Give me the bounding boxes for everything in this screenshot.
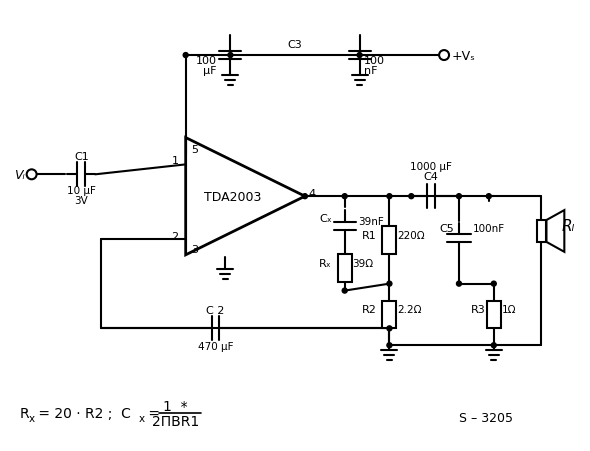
Circle shape <box>228 54 233 59</box>
Text: C3: C3 <box>288 40 302 50</box>
Text: Rₗ: Rₗ <box>561 219 575 234</box>
Text: μF: μF <box>203 66 217 76</box>
Text: 2.2Ω: 2.2Ω <box>398 305 422 315</box>
Text: Vᵢ: Vᵢ <box>14 168 25 181</box>
Circle shape <box>457 194 461 199</box>
Text: 100: 100 <box>363 56 385 66</box>
Circle shape <box>409 194 414 199</box>
Text: 2: 2 <box>172 231 179 241</box>
Text: x: x <box>139 413 145 423</box>
Circle shape <box>387 326 392 331</box>
Text: 4: 4 <box>309 189 316 199</box>
Text: = 20 · R2: = 20 · R2 <box>34 406 103 420</box>
Bar <box>337 254 352 282</box>
Text: 5: 5 <box>192 145 199 155</box>
Bar <box>382 301 396 329</box>
Circle shape <box>303 194 307 199</box>
Text: 100nF: 100nF <box>473 224 505 234</box>
Circle shape <box>486 194 491 199</box>
Text: 220Ω: 220Ω <box>398 230 425 240</box>
Text: C4: C4 <box>424 172 438 182</box>
Text: 2ΠBR1: 2ΠBR1 <box>152 414 199 428</box>
Text: C1: C1 <box>74 152 88 162</box>
Text: C5: C5 <box>440 224 454 234</box>
Circle shape <box>491 343 496 348</box>
Bar <box>536 221 546 242</box>
Bar <box>382 226 396 254</box>
Text: 39Ω: 39Ω <box>353 258 374 268</box>
Text: ;  C: ; C <box>99 406 131 420</box>
Text: C 2: C 2 <box>206 306 225 316</box>
Bar <box>487 301 501 329</box>
Text: 1  *: 1 * <box>163 399 188 413</box>
Circle shape <box>342 289 347 294</box>
Text: 3V: 3V <box>74 196 88 206</box>
Text: Cₓ: Cₓ <box>319 214 332 224</box>
Text: R: R <box>19 406 30 420</box>
Text: 1: 1 <box>172 156 179 166</box>
Circle shape <box>183 54 188 59</box>
Circle shape <box>457 281 461 286</box>
Text: 100: 100 <box>195 56 217 66</box>
Circle shape <box>387 343 392 348</box>
Text: x: x <box>29 413 35 423</box>
Text: nF: nF <box>363 66 377 76</box>
Text: R3: R3 <box>471 305 486 315</box>
Circle shape <box>342 194 347 199</box>
Text: 1000 μF: 1000 μF <box>410 162 452 172</box>
Circle shape <box>387 194 392 199</box>
Text: +Vₛ: +Vₛ <box>452 50 476 62</box>
Text: S – 3205: S – 3205 <box>459 411 513 424</box>
Circle shape <box>387 281 392 286</box>
Text: 1Ω: 1Ω <box>502 305 516 315</box>
Text: R2: R2 <box>362 305 376 315</box>
Text: 10 μF: 10 μF <box>67 186 96 196</box>
Text: Rₓ: Rₓ <box>319 258 332 268</box>
Circle shape <box>491 281 496 286</box>
Text: 470 μF: 470 μF <box>198 341 233 351</box>
Text: =: = <box>144 406 164 420</box>
Text: TDA2003: TDA2003 <box>204 190 261 203</box>
Circle shape <box>357 54 362 59</box>
Text: 39nF: 39nF <box>359 216 384 226</box>
Text: R1: R1 <box>362 230 376 240</box>
Text: 3: 3 <box>192 244 199 254</box>
